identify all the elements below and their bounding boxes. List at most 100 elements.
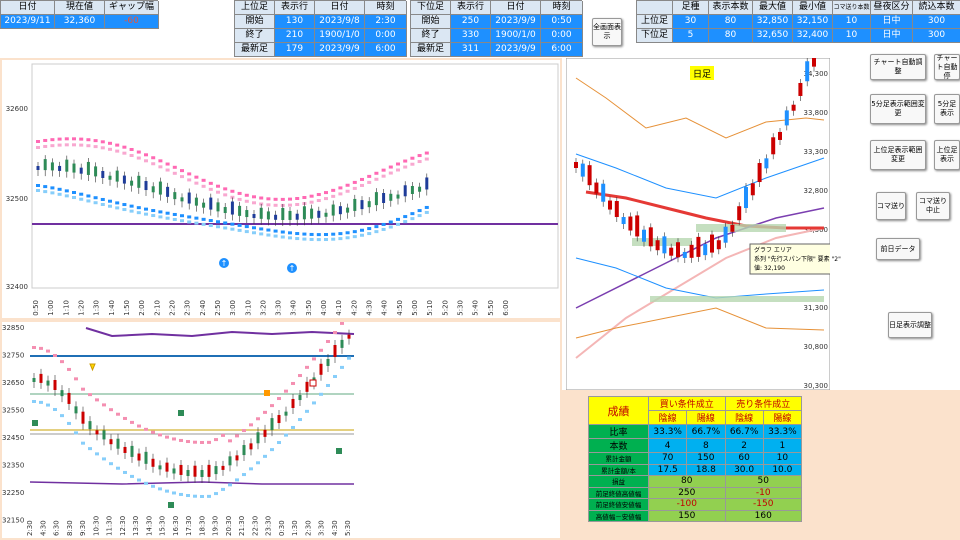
cell: 70 [648,452,688,465]
cloud-lower-dot [302,237,307,241]
cloud-lower-dot [186,494,190,498]
cloud-upper-dot [237,197,242,201]
candle-body [235,455,239,461]
range-upper-right-button[interactable]: 上位足表示 [934,140,960,170]
cloud-lower-dot [100,202,105,206]
x-tick-label: 2:40 [199,300,207,316]
x-tick-label: 5:00 [411,300,419,316]
daily-adjust-button[interactable]: 日足表示調整 [888,312,932,338]
prev-day-button[interactable]: 前日データ [876,238,920,260]
cloud-lower-dot [36,184,40,187]
label: コマ送り [877,201,905,210]
cloud-lower-dot [158,210,163,214]
candle-body [252,214,256,219]
koma-button[interactable]: コマ送り [876,192,906,220]
cloud-upper-dot [100,146,105,150]
chart-auto-adjust-button[interactable]: チャート自動調整 [870,54,926,80]
x-tick-label: 5:50 [487,300,495,316]
candle-body [291,398,295,408]
x-tick-label: 20:30 [225,516,233,536]
cloud-lower-dot [305,409,309,413]
upper-bar-chart[interactable]: 32850 32750 32650 32550 32450 32350 32250 32150… [2,322,560,538]
candle-body [53,379,57,390]
cloud-lower-dot [50,191,55,195]
signal-marker-icon [168,502,174,508]
cloud-upper-dot [39,346,43,350]
candle-body [238,205,242,216]
cloud-upper-dot [165,435,169,439]
cloud-upper-dot [151,430,155,434]
cloud-lower-dot [72,191,76,195]
koma-stop-button[interactable]: コマ送り中止 [916,192,950,220]
x-tick-label: 1:30 [291,520,299,536]
cell: 日中 [871,29,913,43]
y-tick-label: 32250 [2,489,24,497]
cell: 311 [451,43,491,57]
x-tick-label: 13:30 [132,516,140,536]
x-tick-label: 14:30 [145,516,153,536]
daily-chart[interactable]: 日足 34,30033,80033,30032,80032,30031,8003… [566,58,830,390]
cloud-upper-dot [295,202,300,206]
cloud-upper-dot [273,197,278,201]
cell: 50 [724,475,802,488]
cloud-lower-dot [201,217,206,221]
cloud-upper-dot [200,440,204,444]
cloud-upper-dot [122,151,127,155]
candle-body [115,170,119,182]
cloud-upper-dot [263,410,267,414]
candle-body [151,458,155,467]
lower-bar-chart[interactable]: 32600 32500 32400 0:50 1:00 1:10 1:20 1:30 1:40… [2,60,560,318]
cloud-upper-dot [109,408,113,412]
cell: 2023/9/9 [491,43,541,57]
tooltip-line3: 値: 32,190 [754,265,785,272]
cloud-upper-dot [194,181,199,185]
candle-body [158,465,162,470]
range-5min-right-button[interactable]: 5分足表示 [934,94,960,124]
fullscreen-button[interactable]: 全画面表示 [592,18,622,46]
candle-body [173,192,177,200]
range-upper-button[interactable]: 上位足表示範囲変更 [870,140,926,170]
bollinger-line [575,77,825,139]
cloud-lower-dot [324,238,328,242]
cloud-lower-dot [381,222,386,226]
cloud-lower-dot [50,186,55,190]
cloud-lower-dot [207,494,211,498]
chart-auto-stop-button[interactable]: チャート自動停 [934,54,960,80]
cloud-lower-dot [230,222,235,226]
cloud-upper-dot [72,143,76,147]
cloud-upper-dot [319,348,323,352]
cloud-lower-dot [284,433,288,437]
col-date: 日付 [315,1,365,15]
cell: 32,400 [793,29,833,43]
cell: コマ送り本数 [833,1,871,15]
cloud-lower-dot [252,226,256,230]
cloud-lower-dot [32,400,36,403]
cell: 32,850 [753,15,793,29]
candle-body [256,432,260,444]
cloud-lower-dot [36,189,40,192]
candle-body [259,207,263,219]
y-tick-label: 32650 [2,379,24,387]
candle-body [347,334,351,339]
x-tick-label: 4:30 [366,300,374,316]
range-5min-button[interactable]: 5分足表示範囲変更 [870,94,926,124]
col-date: 日付 [491,1,541,15]
x-tick-label: 2:20 [168,300,176,316]
label: チャート自動停 [936,53,958,80]
cloud-lower-dot [115,206,120,210]
cloud-upper-dot [230,189,235,193]
candle-body [277,415,281,424]
value-current-price: 32,360 [55,15,105,29]
y-tick-label: 32350 [2,462,24,470]
candle-body [187,192,191,204]
x-tick-label: 4:10 [335,300,343,316]
y-tick-label: 31,300 [804,304,829,312]
header-upper-bar: 上位足 表示行 日付 時刻 開始 130 2023/9/8 2:30 終了 21… [234,0,407,57]
candle-body [298,395,302,401]
cloud-lower-dot [136,211,141,215]
cell: 18.8 [686,463,726,476]
cloud-upper-dot [193,440,197,444]
cell: 最新足 [411,43,451,57]
cloud-lower-dot [172,217,177,221]
candle-body [642,229,646,242]
